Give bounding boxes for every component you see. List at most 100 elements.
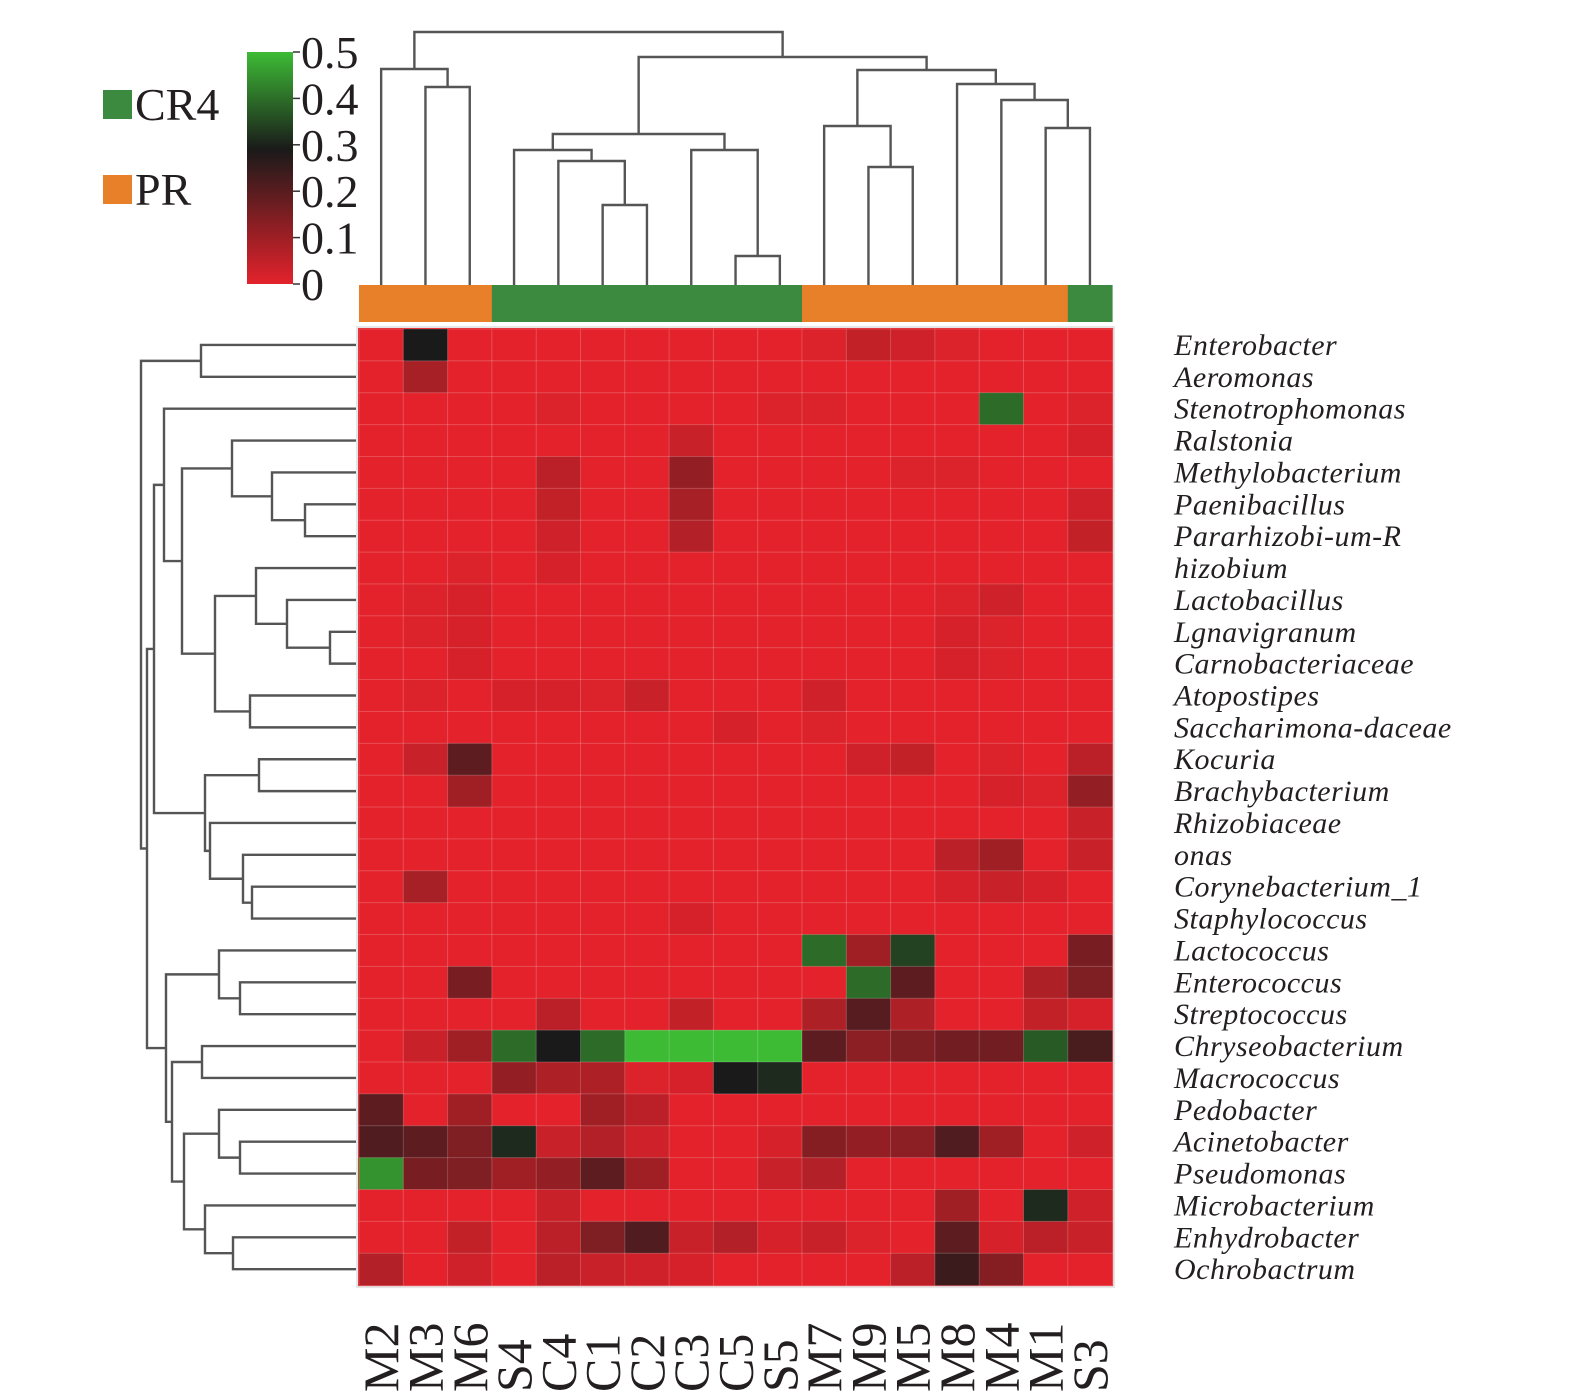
- heatmap-cell: [1067, 551, 1114, 585]
- heatmap-cell: [624, 1125, 670, 1159]
- heatmap-cell: [402, 934, 449, 968]
- heatmap-cell: [712, 679, 759, 713]
- heatmap-cell: [358, 1252, 405, 1286]
- heatmap-cell: [978, 965, 1025, 1000]
- row-label: Atopostipes: [1172, 680, 1320, 713]
- heatmap-cell: [402, 774, 449, 808]
- heatmap-cell: [491, 679, 538, 713]
- row-dendrogram-branch: [238, 981, 359, 1016]
- heatmap-cell: [845, 519, 892, 553]
- heatmap-cell: [447, 710, 493, 745]
- heatmap-cell: [580, 1029, 626, 1063]
- heatmap-cell: [624, 902, 670, 936]
- row-label: Enhydrobacter: [1173, 1221, 1359, 1254]
- heatmap-cell: [447, 424, 493, 458]
- heatmap-cell: [668, 997, 715, 1032]
- heatmap-cell: [845, 487, 892, 522]
- heatmap-cell: [580, 647, 626, 681]
- heatmap-cell: [978, 392, 1025, 426]
- heatmap-cell: [712, 1093, 759, 1127]
- heatmap-cell: [1023, 902, 1069, 936]
- heatmap-cell: [1023, 806, 1069, 840]
- heatmap-cell: [491, 1029, 538, 1063]
- heatmap-cell: [624, 455, 670, 490]
- heatmap-cell: [580, 902, 626, 936]
- heatmap-cell: [624, 519, 670, 553]
- heatmap-cell: [845, 392, 892, 426]
- heatmap-cell: [624, 934, 670, 968]
- heatmap-cell: [491, 360, 538, 394]
- row-dendrogram-branch: [170, 1060, 202, 1183]
- heatmap-cell: [757, 328, 803, 362]
- heatmap-cell: [535, 647, 582, 681]
- heatmap-cell: [624, 551, 670, 585]
- heatmap-cell: [934, 455, 981, 490]
- heatmap-cell: [624, 1061, 670, 1095]
- heatmap-cell: [801, 392, 848, 426]
- heatmap-cell: [890, 1061, 936, 1095]
- heatmap-cell: [668, 806, 715, 840]
- row-dendrogram-branch: [241, 853, 359, 904]
- heatmap-cell: [447, 870, 493, 904]
- heatmap-cell: [491, 1061, 538, 1095]
- heatmap-cell: [1023, 647, 1069, 681]
- heatmap-cell: [757, 392, 803, 426]
- heatmap-cell: [845, 710, 892, 745]
- heatmap-cell: [1023, 965, 1069, 1000]
- heatmap-cells: [356, 326, 1116, 1289]
- heatmap-cell: [580, 774, 626, 808]
- heatmap-cell: [801, 997, 848, 1032]
- heatmap-cell: [402, 328, 449, 362]
- heatmap-cell: [978, 1220, 1025, 1255]
- heatmap-cell: [978, 902, 1025, 936]
- heatmap-cell: [845, 455, 892, 490]
- heatmap-cell: [668, 1252, 715, 1286]
- heatmap-cell: [978, 583, 1025, 617]
- heatmap-cell: [712, 965, 759, 1000]
- heatmap-cell: [890, 328, 936, 362]
- heatmap-cell: [845, 806, 892, 840]
- heatmap-cell: [580, 1093, 626, 1127]
- heatmap-cell: [801, 328, 848, 362]
- heatmap-cell: [801, 615, 848, 649]
- heatmap-cell: [447, 551, 493, 585]
- row-dendrogram-branch: [231, 1236, 359, 1271]
- heatmap-cell: [402, 519, 449, 553]
- heatmap-cell: [491, 1252, 538, 1286]
- heatmap-cell: [358, 934, 405, 968]
- heatmap-cell: [712, 902, 759, 936]
- heatmap-cell: [1067, 1093, 1114, 1127]
- heatmap-cell: [1023, 934, 1069, 968]
- heatmap-cell: [1023, 679, 1069, 713]
- heatmap-cell: [978, 424, 1025, 458]
- heatmap-cell: [1023, 742, 1069, 777]
- heatmap-cell: [491, 774, 538, 808]
- group-bar-cell: [713, 285, 759, 322]
- heatmap-cell: [580, 1188, 626, 1223]
- color-scale-tick-label: 0.3: [301, 120, 359, 171]
- heatmap-cell: [845, 679, 892, 713]
- heatmap-cell: [624, 1252, 670, 1286]
- heatmap-cell: [624, 742, 670, 777]
- heatmap-cell: [402, 392, 449, 426]
- heatmap-cell: [845, 583, 892, 617]
- heatmap-cell: [624, 1029, 670, 1063]
- legend-swatch: [103, 175, 132, 204]
- heatmap-cell: [491, 392, 538, 426]
- group-bar-cell: [1023, 285, 1069, 322]
- heatmap-cell: [1023, 710, 1069, 745]
- group-bar-cell: [536, 285, 581, 322]
- heatmap-cell: [757, 742, 803, 777]
- heatmap-cell: [668, 1061, 715, 1095]
- row-dendrogram-branch: [254, 566, 359, 625]
- row-label: Microbacterium: [1173, 1189, 1375, 1222]
- heatmap-cell: [535, 1220, 582, 1255]
- heatmap-cell: [757, 1188, 803, 1223]
- heatmap-cell: [402, 1061, 449, 1095]
- heatmap-cell: [1023, 1093, 1069, 1127]
- heatmap-cell: [845, 774, 892, 808]
- heatmap-cell: [535, 615, 582, 649]
- heatmap-cell: [934, 742, 981, 777]
- heatmap-cell: [402, 487, 449, 522]
- heatmap-cell: [535, 870, 582, 904]
